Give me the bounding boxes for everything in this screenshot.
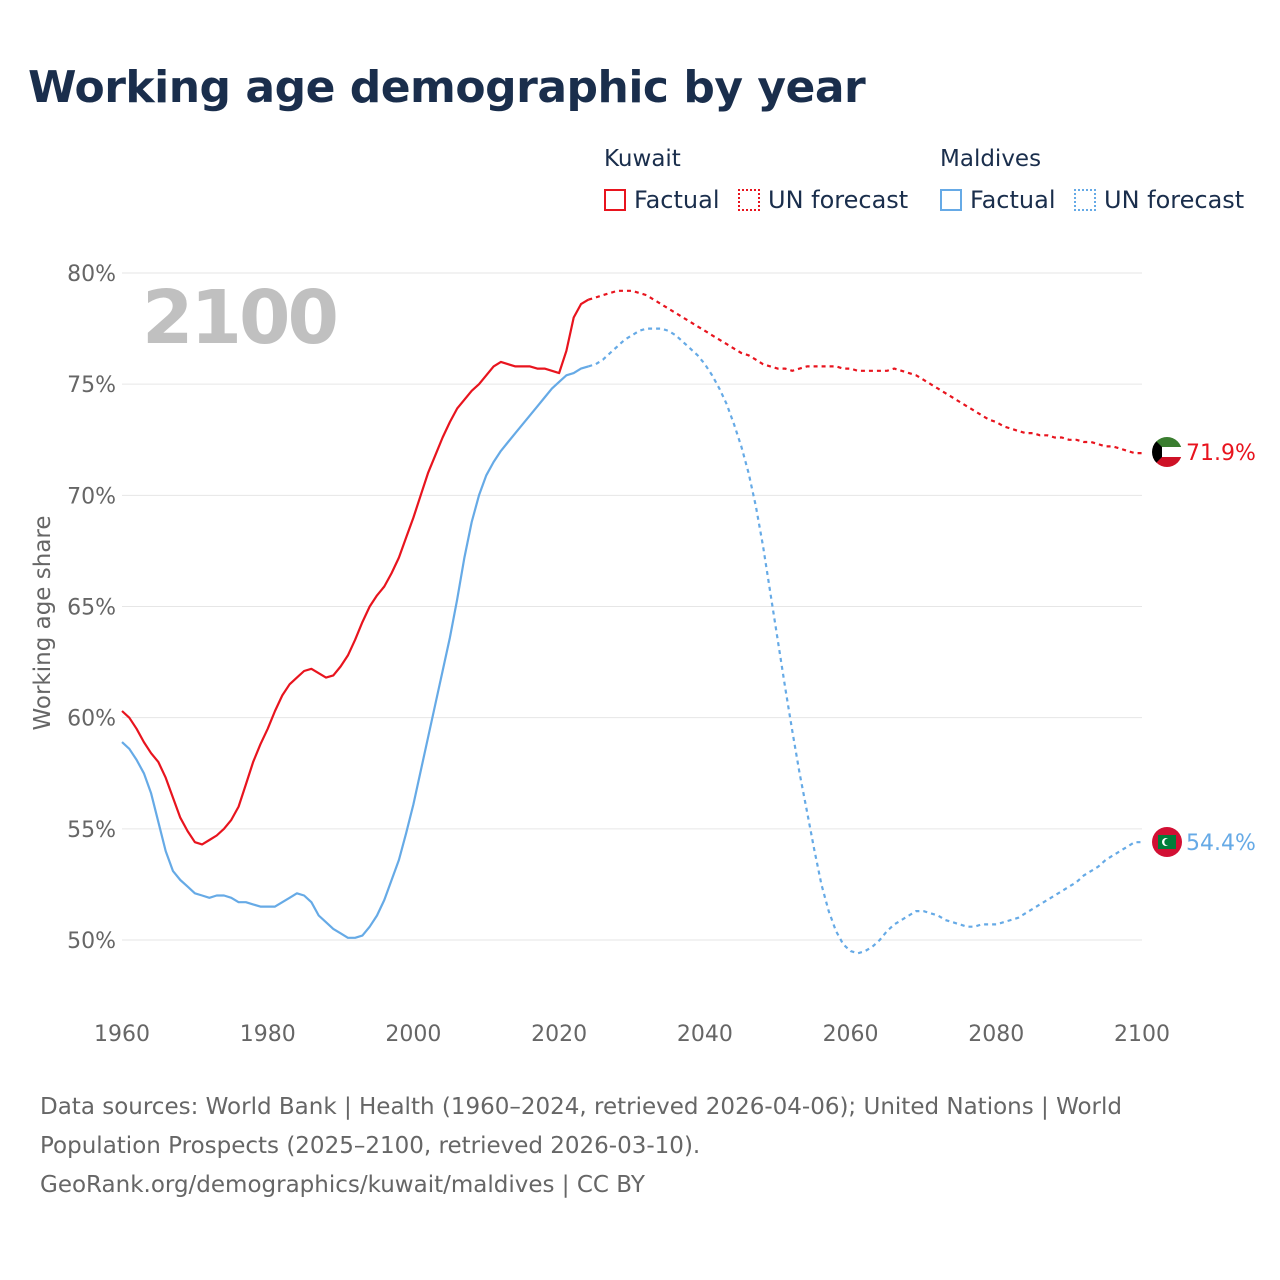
legend-maldives-factual-label: Factual (970, 186, 1056, 214)
legend-kuwait-factual-label: Factual (634, 186, 720, 214)
y-tick-label: 55% (67, 818, 116, 843)
legend-kuwait-forecast-swatch (738, 189, 760, 211)
chart-title: Working age demographic by year (28, 62, 866, 113)
x-tick-label: 2000 (385, 1022, 441, 1047)
source-line-2: Population Prospects (2025–2100, retriev… (40, 1133, 701, 1159)
y-tick-label: 75% (67, 373, 116, 398)
x-tick-label: 2060 (823, 1022, 879, 1047)
kuwait-flag-icon (1152, 437, 1182, 467)
x-tick-label: 2100 (1114, 1022, 1170, 1047)
legend-kuwait-title: Kuwait (604, 146, 681, 172)
legend-kuwait-factual-swatch (604, 189, 626, 211)
y-tick-label: 70% (67, 484, 116, 509)
legend-maldives-forecast-label: UN forecast (1104, 186, 1245, 214)
y-axis-label: Working age share (30, 515, 56, 730)
y-tick-label: 50% (67, 929, 116, 954)
kuwait-end-label: 71.9% (1186, 441, 1256, 466)
source-line-1: Data sources: World Bank | Health (1960–… (40, 1094, 1122, 1120)
source-line-3[interactable]: GeoRank.org/demographics/kuwait/maldives… (40, 1172, 645, 1198)
legend-maldives-forecast[interactable]: UN forecast (1074, 186, 1244, 214)
y-tick-label: 65% (67, 596, 116, 621)
x-tick-label: 1980 (240, 1022, 296, 1047)
maldives-flag-icon (1152, 827, 1182, 857)
legend-kuwait-factual[interactable]: Factual (604, 186, 720, 214)
legend-kuwait-forecast-label: UN forecast (768, 186, 909, 214)
kuwait-factual-line (121, 298, 589, 846)
legend-maldives-factual-swatch (940, 189, 962, 211)
maldives-end-label: 54.4% (1186, 831, 1256, 856)
x-tick-label: 2040 (677, 1022, 733, 1047)
kuwait-forecast-line (587, 289, 1142, 455)
legend-maldives-title: Maldives (940, 146, 1042, 172)
y-tick-label: 60% (67, 707, 116, 732)
x-tick-label: 2020 (531, 1022, 587, 1047)
legend-maldives-factual[interactable]: Factual (940, 186, 1056, 214)
maldives-forecast-line (587, 327, 1142, 955)
y-tick-label: 80% (67, 262, 116, 287)
x-tick-label: 2080 (968, 1022, 1024, 1047)
maldives-factual-line (121, 365, 589, 939)
year-label: 2100 (142, 275, 336, 361)
chart-area: 50% 55% 60% 65% 70% 75% 80% 1960 1980 2000 2020 20… (30, 262, 1256, 1047)
source-note: Data sources: World Bank | Health (1960–… (40, 1088, 1190, 1205)
x-tick-label: 1960 (94, 1022, 150, 1047)
legend-maldives-forecast-swatch (1074, 189, 1096, 211)
legend-kuwait-forecast[interactable]: UN forecast (738, 186, 908, 214)
